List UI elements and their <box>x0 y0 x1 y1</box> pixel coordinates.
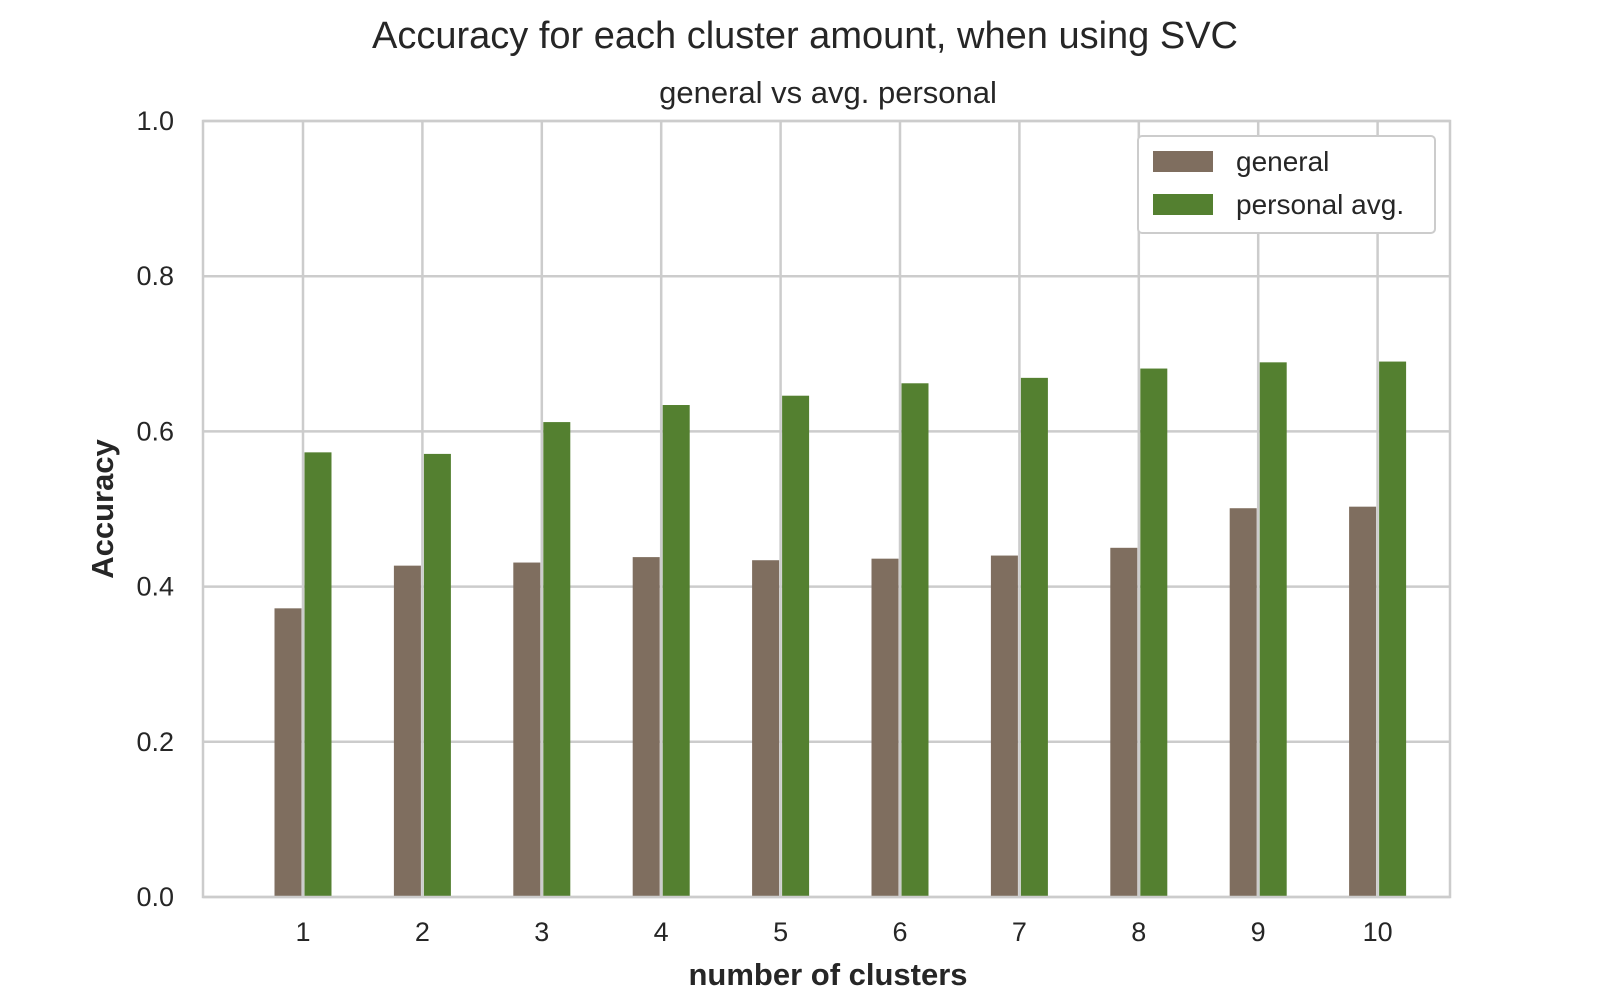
legend-label-personal-avg: personal avg. <box>1236 189 1404 220</box>
bar-personal-avg <box>1140 368 1168 897</box>
y-tick-label: 0.2 <box>136 727 174 757</box>
y-tick-label: 0.6 <box>136 416 174 446</box>
x-tick-label: 2 <box>415 917 430 947</box>
bar-personal-avg <box>423 453 451 897</box>
x-tick-label: 1 <box>295 917 310 947</box>
y-tick-label: 0.0 <box>136 882 174 912</box>
bars <box>274 361 1407 898</box>
bar-personal-avg <box>901 383 929 898</box>
x-tick-label: 5 <box>773 917 788 947</box>
x-tick-label: 9 <box>1251 917 1266 947</box>
x-tick-label: 6 <box>892 917 907 947</box>
bar-general <box>513 562 541 897</box>
bar-personal-avg <box>1020 377 1048 898</box>
plot-frame <box>201 119 1452 899</box>
bar-personal-avg <box>1259 362 1287 897</box>
chart-title: Accuracy for each cluster amount, when u… <box>372 15 1238 57</box>
bar-general <box>1349 506 1377 897</box>
bar-personal-avg <box>662 405 690 897</box>
bar-general <box>990 555 1018 897</box>
bar-personal-avg <box>543 422 571 897</box>
bar-general <box>752 560 780 897</box>
bar-personal-avg <box>782 395 810 897</box>
legend: general personal avg. <box>1137 135 1436 234</box>
x-tick-label: 8 <box>1131 917 1146 947</box>
y-tick-labels: 0.0 0.2 0.4 0.6 0.8 1.0 <box>136 106 174 912</box>
x-tick-label: 3 <box>534 917 549 947</box>
y-tick-label: 0.8 <box>136 261 174 291</box>
x-tick-labels: 1 2 3 4 5 6 7 8 9 10 <box>295 917 1392 947</box>
y-tick-label: 1.0 <box>136 106 174 136</box>
bar-personal-avg <box>1379 361 1407 897</box>
bar-general <box>632 557 660 897</box>
x-tick-label: 7 <box>1012 917 1027 947</box>
x-axis-label: number of clusters <box>688 957 967 992</box>
bar-general <box>393 565 421 897</box>
y-axis-label: Accuracy <box>85 438 120 578</box>
y-tick-label: 0.4 <box>136 572 174 602</box>
chart-subtitle: general vs avg. personal <box>659 75 997 110</box>
bar-general <box>274 608 302 897</box>
bar-general <box>1110 547 1138 897</box>
bar-personal-avg <box>304 452 332 897</box>
bar-general <box>1229 508 1257 897</box>
legend-swatch-general <box>1153 151 1213 172</box>
x-tick-label: 10 <box>1363 917 1393 947</box>
x-tick-label: 4 <box>654 917 669 947</box>
legend-swatch-personal-avg <box>1153 194 1213 215</box>
legend-label-general: general <box>1236 146 1329 177</box>
bar-general <box>871 558 899 897</box>
